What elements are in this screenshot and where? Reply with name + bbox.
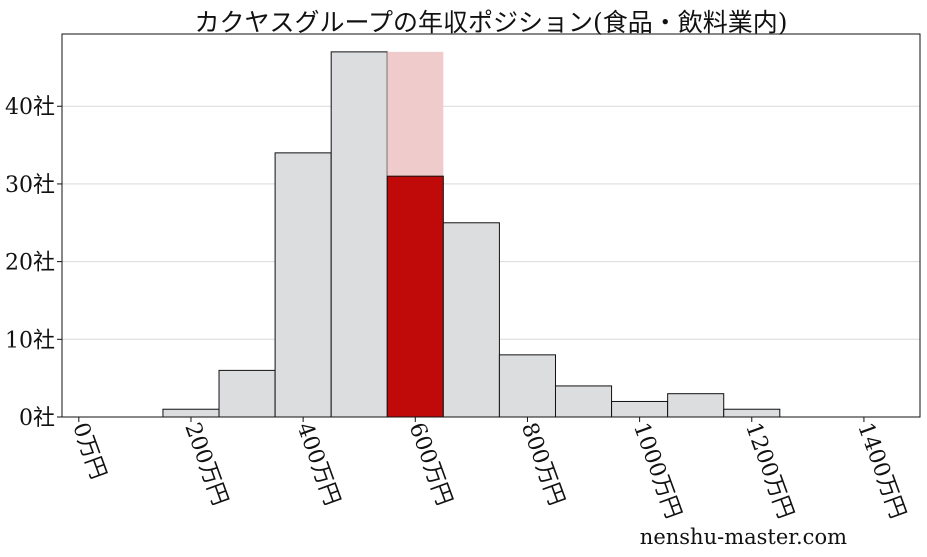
x-tick-label: 1000万円: [628, 420, 686, 523]
x-tick-label: 800万円: [516, 420, 569, 509]
histogram-bar: [274, 152, 332, 418]
histogram-bar: [667, 393, 725, 418]
histogram-bar: [611, 400, 669, 418]
bars: [162, 51, 781, 418]
histogram-bar: [498, 354, 556, 418]
y-tick-label: 30社: [5, 173, 55, 198]
histogram-bar: [330, 51, 388, 418]
x-tick-label: 400万円: [291, 420, 344, 509]
chart-title: カクヤスグループの年収ポジション(食品・飲料業内): [194, 8, 788, 37]
y-tick-label: 10社: [5, 328, 55, 353]
histogram-bar: [442, 222, 500, 418]
x-tick-label: 1200万円: [740, 420, 798, 523]
histogram-bar: [723, 408, 781, 418]
histogram-bar: [162, 408, 220, 418]
x-tick-label: 200万円: [179, 420, 232, 509]
y-tick-label: 40社: [5, 95, 55, 120]
x-tick-label: 600万円: [404, 420, 457, 509]
x-tick-label: 0万円: [67, 420, 110, 483]
x-axis-ticks: 0万円 200万円 400万円 600万円 800万円 1000万円 1200万円 1400万…: [67, 417, 910, 522]
x-tick-label: 1400万円: [852, 420, 910, 523]
y-tick-label: 20社: [5, 251, 55, 276]
histogram-bar: [554, 385, 613, 418]
plot-frame: [61, 33, 921, 418]
y-axis-ticks: 0社 10社 20社 30社 40社: [5, 95, 62, 431]
histogram-bar: [218, 369, 276, 418]
y-tick-label: 0社: [19, 406, 55, 431]
highlight-bar: [386, 175, 444, 418]
watermark: nenshu-master.com: [639, 525, 847, 549]
